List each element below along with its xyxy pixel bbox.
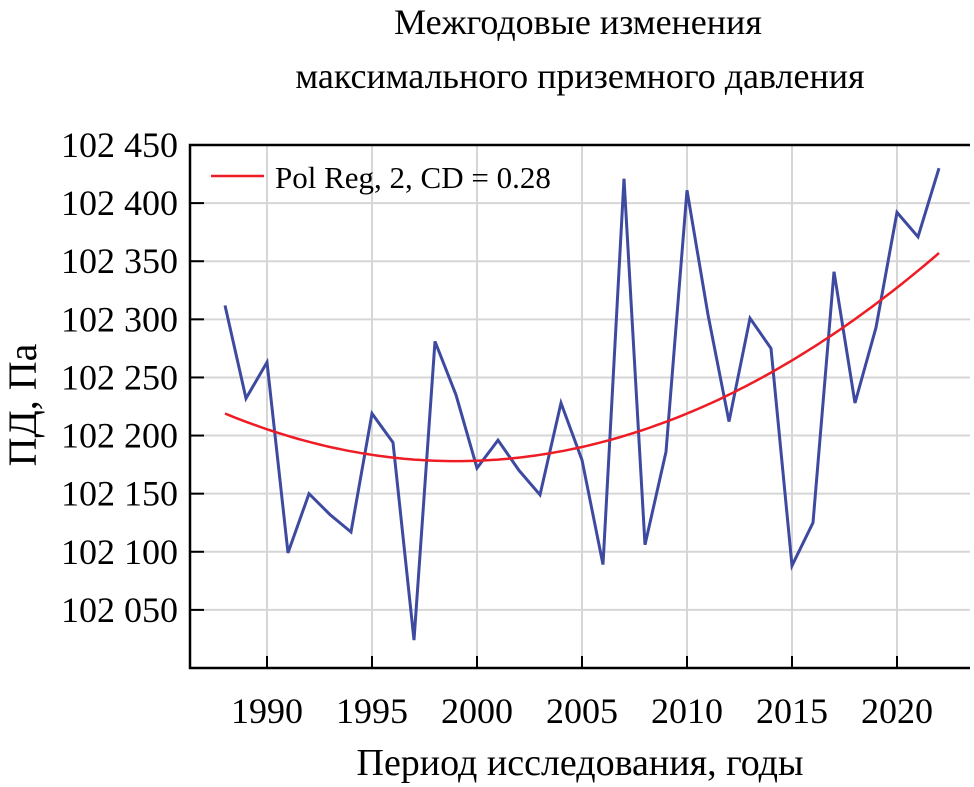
y-tick-label: 102 450	[61, 125, 178, 165]
legend-label-fit: Pol Reg, 2, CD = 0.28	[275, 160, 551, 195]
series	[223, 167, 941, 641]
y-tick-label: 102 400	[61, 183, 178, 223]
x-tick-label: 2020	[861, 691, 933, 731]
x-tick-label: 2005	[546, 691, 618, 731]
grid	[190, 145, 970, 668]
y-tick-label: 102 150	[61, 474, 178, 514]
observed-line	[223, 167, 941, 641]
y-tick-label: 102 100	[61, 532, 178, 572]
legend: Pol Reg, 2, CD = 0.28	[211, 160, 551, 195]
chart-title-line-2: максимального приземного давления	[295, 56, 864, 96]
y-axis-label: ПД, Па	[0, 343, 45, 466]
y-tick-label: 102 200	[61, 416, 178, 456]
x-tick-label: 2000	[441, 691, 513, 731]
x-tick-label: 2015	[756, 691, 828, 731]
ticks: 1990 1995 2000 2005 2010 2015 2020 102 050 102 1…	[61, 125, 933, 731]
x-tick-label: 2010	[651, 691, 723, 731]
chart-title-line-1: Межгодовые изменения	[394, 2, 762, 42]
x-axis-label: Период исследования, годы	[357, 742, 804, 784]
x-tick-label: 1990	[231, 691, 303, 731]
y-tick-label: 102 350	[61, 241, 178, 281]
regression-curve	[224, 252, 940, 463]
y-tick-label: 102 050	[61, 590, 178, 630]
x-tick-label: 1995	[336, 691, 408, 731]
y-tick-label: 102 300	[61, 299, 178, 339]
y-tick-label: 102 250	[61, 357, 178, 397]
plot-frame	[188, 143, 970, 670]
axes-frame	[188, 143, 970, 670]
